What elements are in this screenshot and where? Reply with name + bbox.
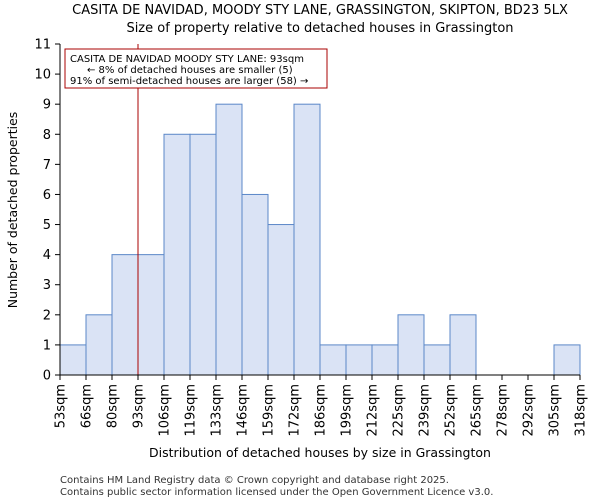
- y-tick-label: 5: [43, 218, 51, 233]
- y-tick-label: 2: [43, 308, 51, 323]
- annotation-line-2: ← 8% of detached houses are smaller (5): [87, 65, 293, 76]
- x-axis-ticks: 53sqm 66sqm 80sqm 93sqm 106sqm 119sqm 133sqm 14…: [54, 375, 589, 437]
- x-tick-label: 239sqm: [418, 384, 433, 437]
- x-tick-label: 133sqm: [210, 384, 225, 437]
- histogram-bar: [345, 344, 373, 376]
- x-tick-label: 66sqm: [80, 384, 95, 428]
- annotation-line-1: CASITA DE NAVIDAD MOODY STY LANE: 93sqm: [70, 54, 304, 65]
- y-tick-label: 3: [43, 278, 51, 293]
- histogram-bar: [397, 314, 425, 376]
- footer-line-1: Contains HM Land Registry data © Crown c…: [60, 475, 449, 486]
- histogram-bar: [423, 344, 451, 376]
- y-axis-ticks: 0 1 2 3 4 5 6 7 8 9 10 11: [34, 38, 60, 384]
- x-tick-label: 172sqm: [288, 384, 303, 437]
- x-tick-label: 106sqm: [158, 384, 173, 437]
- x-tick-label: 318sqm: [574, 384, 589, 437]
- chart-title: CASITA DE NAVIDAD, MOODY STY LANE, GRASS…: [72, 3, 568, 18]
- y-tick-label: 11: [34, 38, 51, 53]
- y-tick-label: 6: [43, 188, 51, 203]
- y-tick-label: 1: [43, 338, 51, 353]
- y-axis-label: Number of detached properties: [5, 112, 20, 309]
- x-tick-label: 199sqm: [340, 384, 355, 437]
- y-tick-label: 0: [43, 369, 51, 384]
- y-tick-label: 7: [43, 158, 51, 173]
- annotation-box: CASITA DE NAVIDAD MOODY STY LANE: 93sqm …: [64, 48, 328, 89]
- x-tick-label: 186sqm: [314, 384, 329, 437]
- histogram-bar: [553, 344, 581, 376]
- x-tick-label: 278sqm: [496, 384, 511, 437]
- x-tick-label: 159sqm: [262, 384, 277, 437]
- histogram-bar: [137, 254, 165, 376]
- x-tick-label: 252sqm: [444, 384, 459, 437]
- histogram-bar: [215, 103, 243, 376]
- x-tick-label: 119sqm: [184, 384, 199, 437]
- y-tick-label: 4: [43, 248, 51, 263]
- annotation-frame: [64, 48, 328, 89]
- histogram-bar: [449, 314, 477, 376]
- x-axis-label: Distribution of detached houses by size …: [149, 445, 491, 460]
- x-tick-label: 305sqm: [548, 384, 563, 437]
- histogram-bar: [371, 344, 399, 376]
- histogram-bar: [111, 254, 139, 376]
- histogram-bar: [85, 314, 113, 376]
- histogram-bar: [293, 103, 321, 376]
- x-tick-label: 53sqm: [54, 384, 69, 428]
- histogram-bar: [267, 224, 295, 376]
- annotation-line-3: 91% of semi-detached houses are larger (…: [70, 76, 308, 87]
- histogram-bar: [241, 193, 269, 376]
- x-tick-label: 212sqm: [366, 384, 381, 437]
- x-tick-label: 292sqm: [522, 384, 537, 437]
- bars-group: [59, 103, 581, 376]
- histogram-bar: [163, 133, 191, 376]
- y-tick-label: 8: [43, 128, 51, 143]
- footer-line-2: Contains public sector information licen…: [60, 487, 493, 498]
- histogram-bar: [59, 344, 87, 376]
- x-tick-label: 146sqm: [236, 384, 251, 437]
- histogram-bar: [319, 344, 347, 376]
- chart-subtitle: Size of property relative to detached ho…: [126, 21, 513, 36]
- x-tick-label: 265sqm: [470, 384, 485, 437]
- histogram-bar: [189, 133, 217, 376]
- x-tick-label: 80sqm: [106, 384, 121, 428]
- x-tick-label: 225sqm: [392, 384, 407, 437]
- x-tick-label: 93sqm: [132, 384, 147, 428]
- y-tick-label: 9: [43, 98, 51, 113]
- y-tick-label: 10: [34, 68, 51, 83]
